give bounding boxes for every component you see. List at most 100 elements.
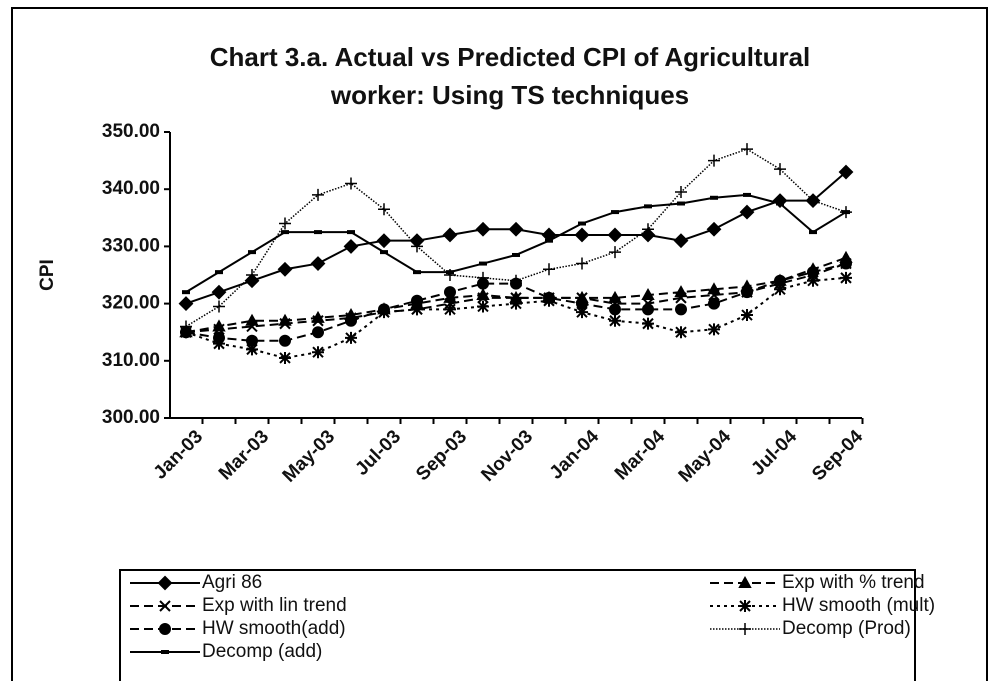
marker-part xyxy=(706,221,722,237)
marker-part xyxy=(609,303,621,316)
marker-part xyxy=(675,186,687,199)
series-line xyxy=(185,262,847,334)
marker xyxy=(411,294,423,307)
marker-part xyxy=(159,623,171,635)
marker-part xyxy=(708,297,720,310)
x-tick-label: May-03 xyxy=(279,426,339,486)
marker xyxy=(477,292,489,304)
x-tick-label: Nov-03 xyxy=(477,426,537,486)
marker-part xyxy=(807,266,819,279)
series-line xyxy=(185,276,847,359)
marker xyxy=(642,317,654,330)
marker-part xyxy=(279,217,291,230)
marker-part xyxy=(211,284,227,300)
marker xyxy=(442,227,458,243)
marker-part xyxy=(674,285,688,298)
marker xyxy=(675,186,687,199)
marker xyxy=(574,227,590,243)
marker xyxy=(838,164,854,180)
marker-part xyxy=(477,300,489,313)
legend-box xyxy=(119,569,916,681)
marker-part xyxy=(178,296,194,312)
marker xyxy=(246,320,258,333)
legend-label: Agri 86 xyxy=(202,572,262,593)
marker xyxy=(739,204,755,220)
marker xyxy=(279,317,291,330)
marker xyxy=(741,143,753,156)
marker-part xyxy=(609,246,621,259)
marker-part xyxy=(576,297,588,310)
marker xyxy=(840,257,852,270)
marker-part xyxy=(475,221,491,237)
marker xyxy=(279,217,291,230)
x-tick-label: Mar-03 xyxy=(215,426,273,484)
marker xyxy=(608,290,622,303)
marker-part xyxy=(774,283,786,296)
marker xyxy=(674,285,688,298)
marker xyxy=(345,331,357,344)
legend-label: Decomp (Prod) xyxy=(782,618,911,639)
marker xyxy=(774,274,786,287)
marker xyxy=(178,296,194,312)
marker xyxy=(159,623,171,635)
marker-part xyxy=(279,351,291,364)
marker-part xyxy=(642,223,654,236)
marker xyxy=(840,271,852,284)
marker-part xyxy=(543,291,555,304)
marker-part xyxy=(543,263,555,276)
marker-part xyxy=(576,306,588,319)
marker xyxy=(378,303,390,316)
marker-part xyxy=(510,274,522,287)
marker xyxy=(708,154,720,167)
marker-part xyxy=(508,221,524,237)
chart-title: Chart 3.a. Actual vs Predicted CPI of Ag… xyxy=(209,42,811,110)
marker xyxy=(576,257,588,270)
marker xyxy=(213,323,225,336)
marker-part xyxy=(576,257,588,270)
x-tick-label: Jul-03 xyxy=(351,426,405,480)
y-tick-label: 310.00 xyxy=(102,350,160,371)
x-tick-label: Jan-04 xyxy=(546,426,604,484)
marker-part xyxy=(246,334,258,347)
marker xyxy=(312,315,324,327)
marker xyxy=(675,326,687,339)
marker xyxy=(543,291,555,304)
marker xyxy=(510,274,522,287)
marker xyxy=(576,306,588,319)
marker-part xyxy=(510,297,522,310)
marker-part xyxy=(607,227,623,243)
marker-part xyxy=(279,317,291,330)
marker-part xyxy=(378,203,390,216)
marker xyxy=(707,282,721,295)
marker xyxy=(475,221,491,237)
marker xyxy=(508,221,524,237)
marker-part xyxy=(312,315,324,327)
x-tick-label: Sep-03 xyxy=(412,426,471,485)
marker-part xyxy=(411,303,423,316)
marker xyxy=(609,314,621,327)
marker xyxy=(774,163,786,176)
marker xyxy=(576,297,588,310)
marker-part xyxy=(477,271,489,284)
marker xyxy=(213,300,225,313)
marker-part xyxy=(641,287,655,301)
legend-label: Exp with lin trend xyxy=(202,595,347,616)
marker-part xyxy=(741,286,753,299)
marker-part xyxy=(608,290,622,303)
marker-part xyxy=(444,303,456,316)
marker xyxy=(213,331,225,344)
marker xyxy=(180,320,192,333)
marker xyxy=(477,300,489,313)
marker xyxy=(741,309,753,322)
marker-part xyxy=(312,188,324,201)
legend-label: HW smooth (mult) xyxy=(782,595,935,616)
marker-part xyxy=(213,331,225,344)
marker-part xyxy=(246,320,258,333)
marker xyxy=(739,623,751,635)
y-axis-label: CPI xyxy=(37,259,58,291)
marker xyxy=(708,323,720,336)
marker xyxy=(310,256,326,271)
marker-part xyxy=(444,286,456,299)
marker xyxy=(739,600,751,612)
marker-part xyxy=(807,194,819,207)
